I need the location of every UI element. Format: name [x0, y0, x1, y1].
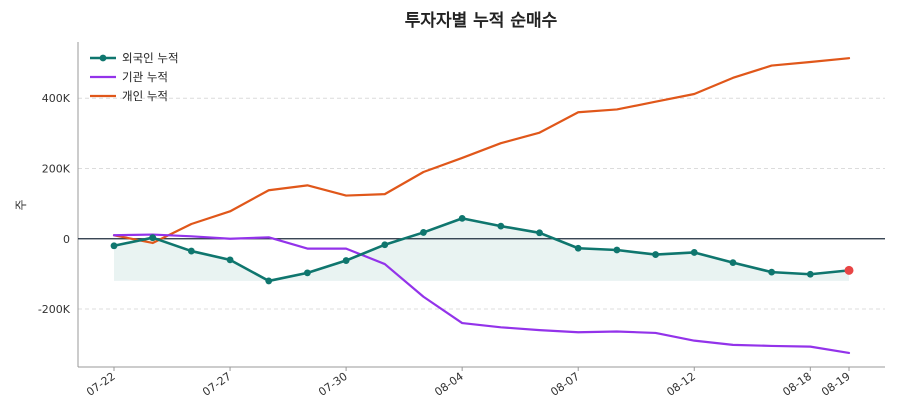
x-tick-label: 08-18	[780, 370, 814, 399]
legend-marker	[99, 54, 107, 62]
axes	[77, 42, 885, 371]
series-0-point	[342, 257, 350, 264]
foreign-area-fill	[114, 218, 849, 281]
legend-label: 외국인 누적	[122, 51, 179, 65]
series-0-point	[110, 242, 118, 250]
x-tick-label: 08-12	[664, 370, 698, 399]
series-0-point	[187, 247, 195, 255]
chart-title: 투자자별 누적 순매수	[405, 11, 558, 31]
legend-label: 기관 누적	[122, 70, 168, 84]
series-0-point	[806, 270, 814, 278]
series-1-line	[112, 233, 851, 355]
x-tick-label: 07-22	[84, 370, 118, 399]
y-tick-label: 200K	[42, 162, 71, 175]
series-0-line	[112, 217, 851, 283]
series	[110, 57, 854, 355]
series-0-point	[652, 251, 659, 258]
y-tick-label: 400K	[42, 92, 71, 105]
series-0-point	[574, 244, 582, 252]
y-tick-label: -200K	[38, 303, 71, 316]
legend-label: 개인 누적	[122, 89, 168, 103]
series-0-point	[497, 222, 505, 230]
series-0-point	[690, 249, 698, 256]
x-tick-label: 07-27	[200, 370, 234, 399]
series-0-point	[226, 256, 234, 264]
series-0-point	[458, 214, 466, 222]
x-tick-label: 08-04	[432, 370, 466, 399]
series-0-point	[149, 234, 157, 242]
series-0-point	[381, 241, 389, 249]
x-tick-label: 08-19	[819, 370, 853, 399]
series-2-line	[112, 57, 851, 245]
series-0-point	[420, 229, 427, 236]
series-0-point	[613, 246, 621, 254]
area-fill	[114, 218, 849, 281]
x-tick-label: 07-30	[316, 370, 350, 399]
series-0-point	[729, 259, 737, 267]
y-axis-label: 주	[14, 199, 28, 210]
x-tick-label: 08-07	[548, 370, 582, 399]
series-0-point	[768, 268, 776, 276]
y-tick-label: 0	[63, 233, 70, 246]
series-0-point	[265, 277, 273, 285]
series-0-point	[304, 269, 311, 277]
series-0-point	[536, 229, 543, 237]
grid	[78, 97, 885, 310]
last-point-marker	[844, 265, 854, 275]
